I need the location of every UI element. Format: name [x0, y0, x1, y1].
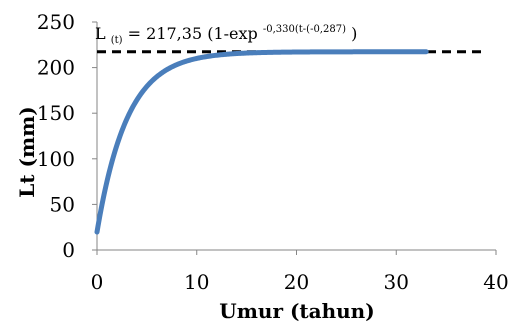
y-tick-label: 150: [37, 101, 75, 125]
y-tick-label: 200: [37, 56, 75, 80]
equation-exponent: -0,330(t-(-0,287): [263, 24, 346, 35]
labels: 0 50 100 150 200 250 0 10 20 30 40: [37, 10, 509, 294]
axes: [92, 21, 497, 255]
y-tick-label: 0: [62, 238, 75, 262]
x-tick-label: 10: [184, 270, 209, 294]
equation-prefix: L: [95, 24, 106, 43]
x-axis-title: Umur (tahun): [219, 299, 374, 323]
x-tick-label: 0: [91, 270, 104, 294]
equation-prefix-sub: (t): [111, 35, 123, 46]
equation-main: = 217,35 (1-exp: [128, 24, 258, 43]
equation-suffix: ): [351, 24, 357, 43]
marks: [94, 49, 484, 235]
y-tick-label: 100: [37, 147, 75, 171]
x-tick-label: 20: [284, 270, 309, 294]
y-tick-label: 50: [50, 192, 75, 216]
y-axis-title: Lt (mm): [15, 106, 39, 198]
x-tick-label: 40: [483, 270, 508, 294]
y-tick-label: 250: [37, 10, 75, 34]
x-tick-label: 30: [384, 270, 409, 294]
equation-annotation: L (t) = 217,35 (1-exp -0,330(t-(-0,287) …: [95, 17, 357, 47]
growth-curve-line: [94, 49, 429, 235]
